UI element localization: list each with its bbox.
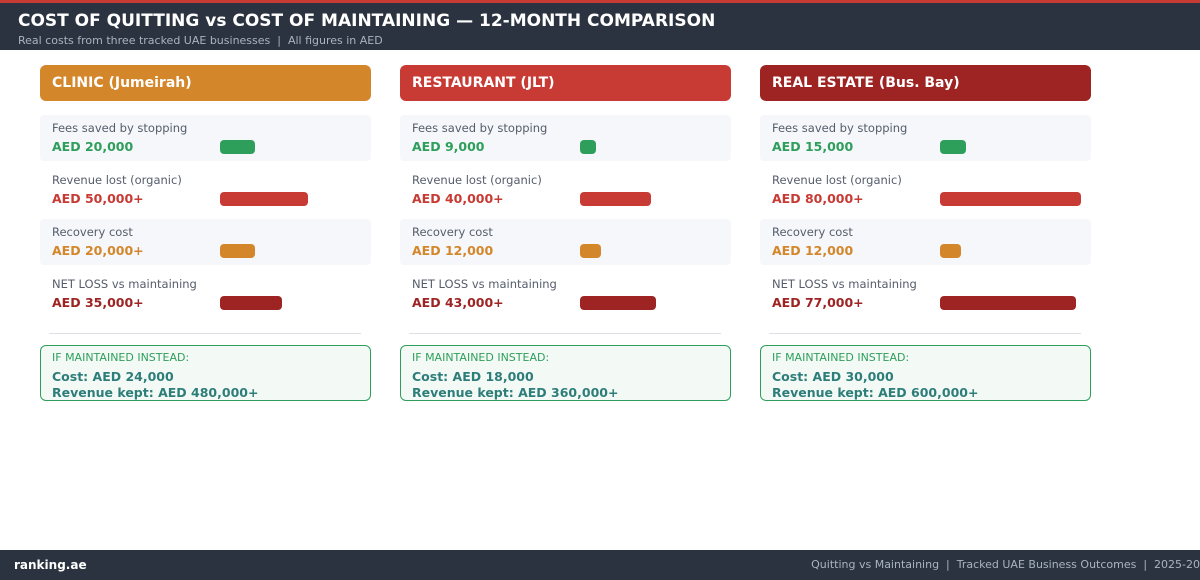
metric-value: AED 40,000+	[412, 191, 504, 206]
bar	[220, 140, 256, 154]
maintained-heading: IF MAINTAINED INSTEAD:	[772, 351, 910, 364]
subtitle: Real costs from three tracked UAE busine…	[18, 34, 383, 47]
bar	[220, 244, 256, 258]
metric-row: Fees saved by stopping AED 20,000	[40, 115, 371, 161]
divider	[769, 333, 1081, 334]
divider	[49, 333, 361, 334]
metric-label: NET LOSS vs maintaining	[412, 277, 557, 291]
bar	[940, 296, 1076, 310]
metric-label: NET LOSS vs maintaining	[52, 277, 197, 291]
metric-label: Revenue lost (organic)	[772, 173, 902, 187]
bar	[580, 244, 602, 258]
metric-value: AED 12,000	[412, 243, 494, 258]
card-title: CLINIC (Jumeirah)	[40, 65, 371, 101]
brand: ranking.ae	[14, 558, 87, 572]
card: CLINIC (Jumeirah) Fees saved by stopping A…	[40, 65, 371, 401]
maintained-heading: IF MAINTAINED INSTEAD:	[52, 351, 190, 364]
metric-value: AED 80,000+	[772, 191, 864, 206]
metric-row: NET LOSS vs maintaining AED 77,000+	[760, 271, 1091, 317]
maintained-revenue: Revenue kept: AED 360,000+	[412, 385, 619, 400]
bar	[580, 140, 596, 154]
header: COST OF QUITTING vs COST OF MAINTAINING …	[0, 0, 1200, 50]
card: RESTAURANT (JLT) Fees saved by stopping AE…	[400, 65, 731, 401]
metric-value: AED 9,000	[412, 139, 485, 154]
bar	[220, 296, 282, 310]
maintained-box: IF MAINTAINED INSTEAD: Cost: AED 30,000 Re…	[760, 345, 1091, 401]
metric-label: Recovery cost	[772, 225, 853, 239]
metric-row: Recovery cost AED 12,000	[760, 219, 1091, 265]
metric-value: AED 35,000+	[52, 295, 144, 310]
bar	[940, 140, 967, 154]
metric-row: Recovery cost AED 12,000	[400, 219, 731, 265]
metric-row: Revenue lost (organic) AED 50,000+	[40, 167, 371, 213]
maintained-revenue: Revenue kept: AED 600,000+	[772, 385, 979, 400]
maintained-box: IF MAINTAINED INSTEAD: Cost: AED 18,000 Re…	[400, 345, 731, 401]
metric-row: NET LOSS vs maintaining AED 43,000+	[400, 271, 731, 317]
metric-label: NET LOSS vs maintaining	[772, 277, 917, 291]
footer: ranking.ae Quitting vs Maintaining | Tra…	[0, 550, 1200, 580]
maintained-box: IF MAINTAINED INSTEAD: Cost: AED 24,000 Re…	[40, 345, 371, 401]
maintained-heading: IF MAINTAINED INSTEAD:	[412, 351, 550, 364]
metric-label: Fees saved by stopping	[412, 121, 548, 135]
card: REAL ESTATE (Bus. Bay) Fees saved by stop…	[760, 65, 1091, 401]
metric-row: Fees saved by stopping AED 15,000	[760, 115, 1091, 161]
metric-row: Revenue lost (organic) AED 80,000+	[760, 167, 1091, 213]
bar	[580, 296, 656, 310]
maintained-cost: Cost: AED 24,000	[52, 369, 174, 384]
metric-value: AED 43,000+	[412, 295, 504, 310]
bar	[220, 192, 309, 206]
maintained-revenue: Revenue kept: AED 480,000+	[52, 385, 259, 400]
metric-label: Revenue lost (organic)	[52, 173, 182, 187]
maintained-cost: Cost: AED 30,000	[772, 369, 894, 384]
metric-label: Fees saved by stopping	[772, 121, 908, 135]
title: COST OF QUITTING vs COST OF MAINTAINING …	[18, 11, 716, 31]
metric-row: Recovery cost AED 20,000+	[40, 219, 371, 265]
metric-value: AED 77,000+	[772, 295, 864, 310]
metric-label: Revenue lost (organic)	[412, 173, 542, 187]
divider	[409, 333, 721, 334]
metric-label: Recovery cost	[52, 225, 133, 239]
metric-value: AED 20,000	[52, 139, 134, 154]
metric-label: Fees saved by stopping	[52, 121, 188, 135]
metric-value: AED 20,000+	[52, 243, 144, 258]
metric-row: Revenue lost (organic) AED 40,000+	[400, 167, 731, 213]
metric-label: Recovery cost	[412, 225, 493, 239]
metric-value: AED 50,000+	[52, 191, 144, 206]
bar	[940, 244, 962, 258]
bar	[580, 192, 651, 206]
bar	[940, 192, 1081, 206]
metric-row: NET LOSS vs maintaining AED 35,000+	[40, 271, 371, 317]
metric-row: Fees saved by stopping AED 9,000	[400, 115, 731, 161]
metric-value: AED 12,000	[772, 243, 854, 258]
footer-note: Quitting vs Maintaining | Tracked UAE Bu…	[811, 558, 1200, 571]
card-title: RESTAURANT (JLT)	[400, 65, 731, 101]
card-title: REAL ESTATE (Bus. Bay)	[760, 65, 1091, 101]
metric-value: AED 15,000	[772, 139, 854, 154]
maintained-cost: Cost: AED 18,000	[412, 369, 534, 384]
